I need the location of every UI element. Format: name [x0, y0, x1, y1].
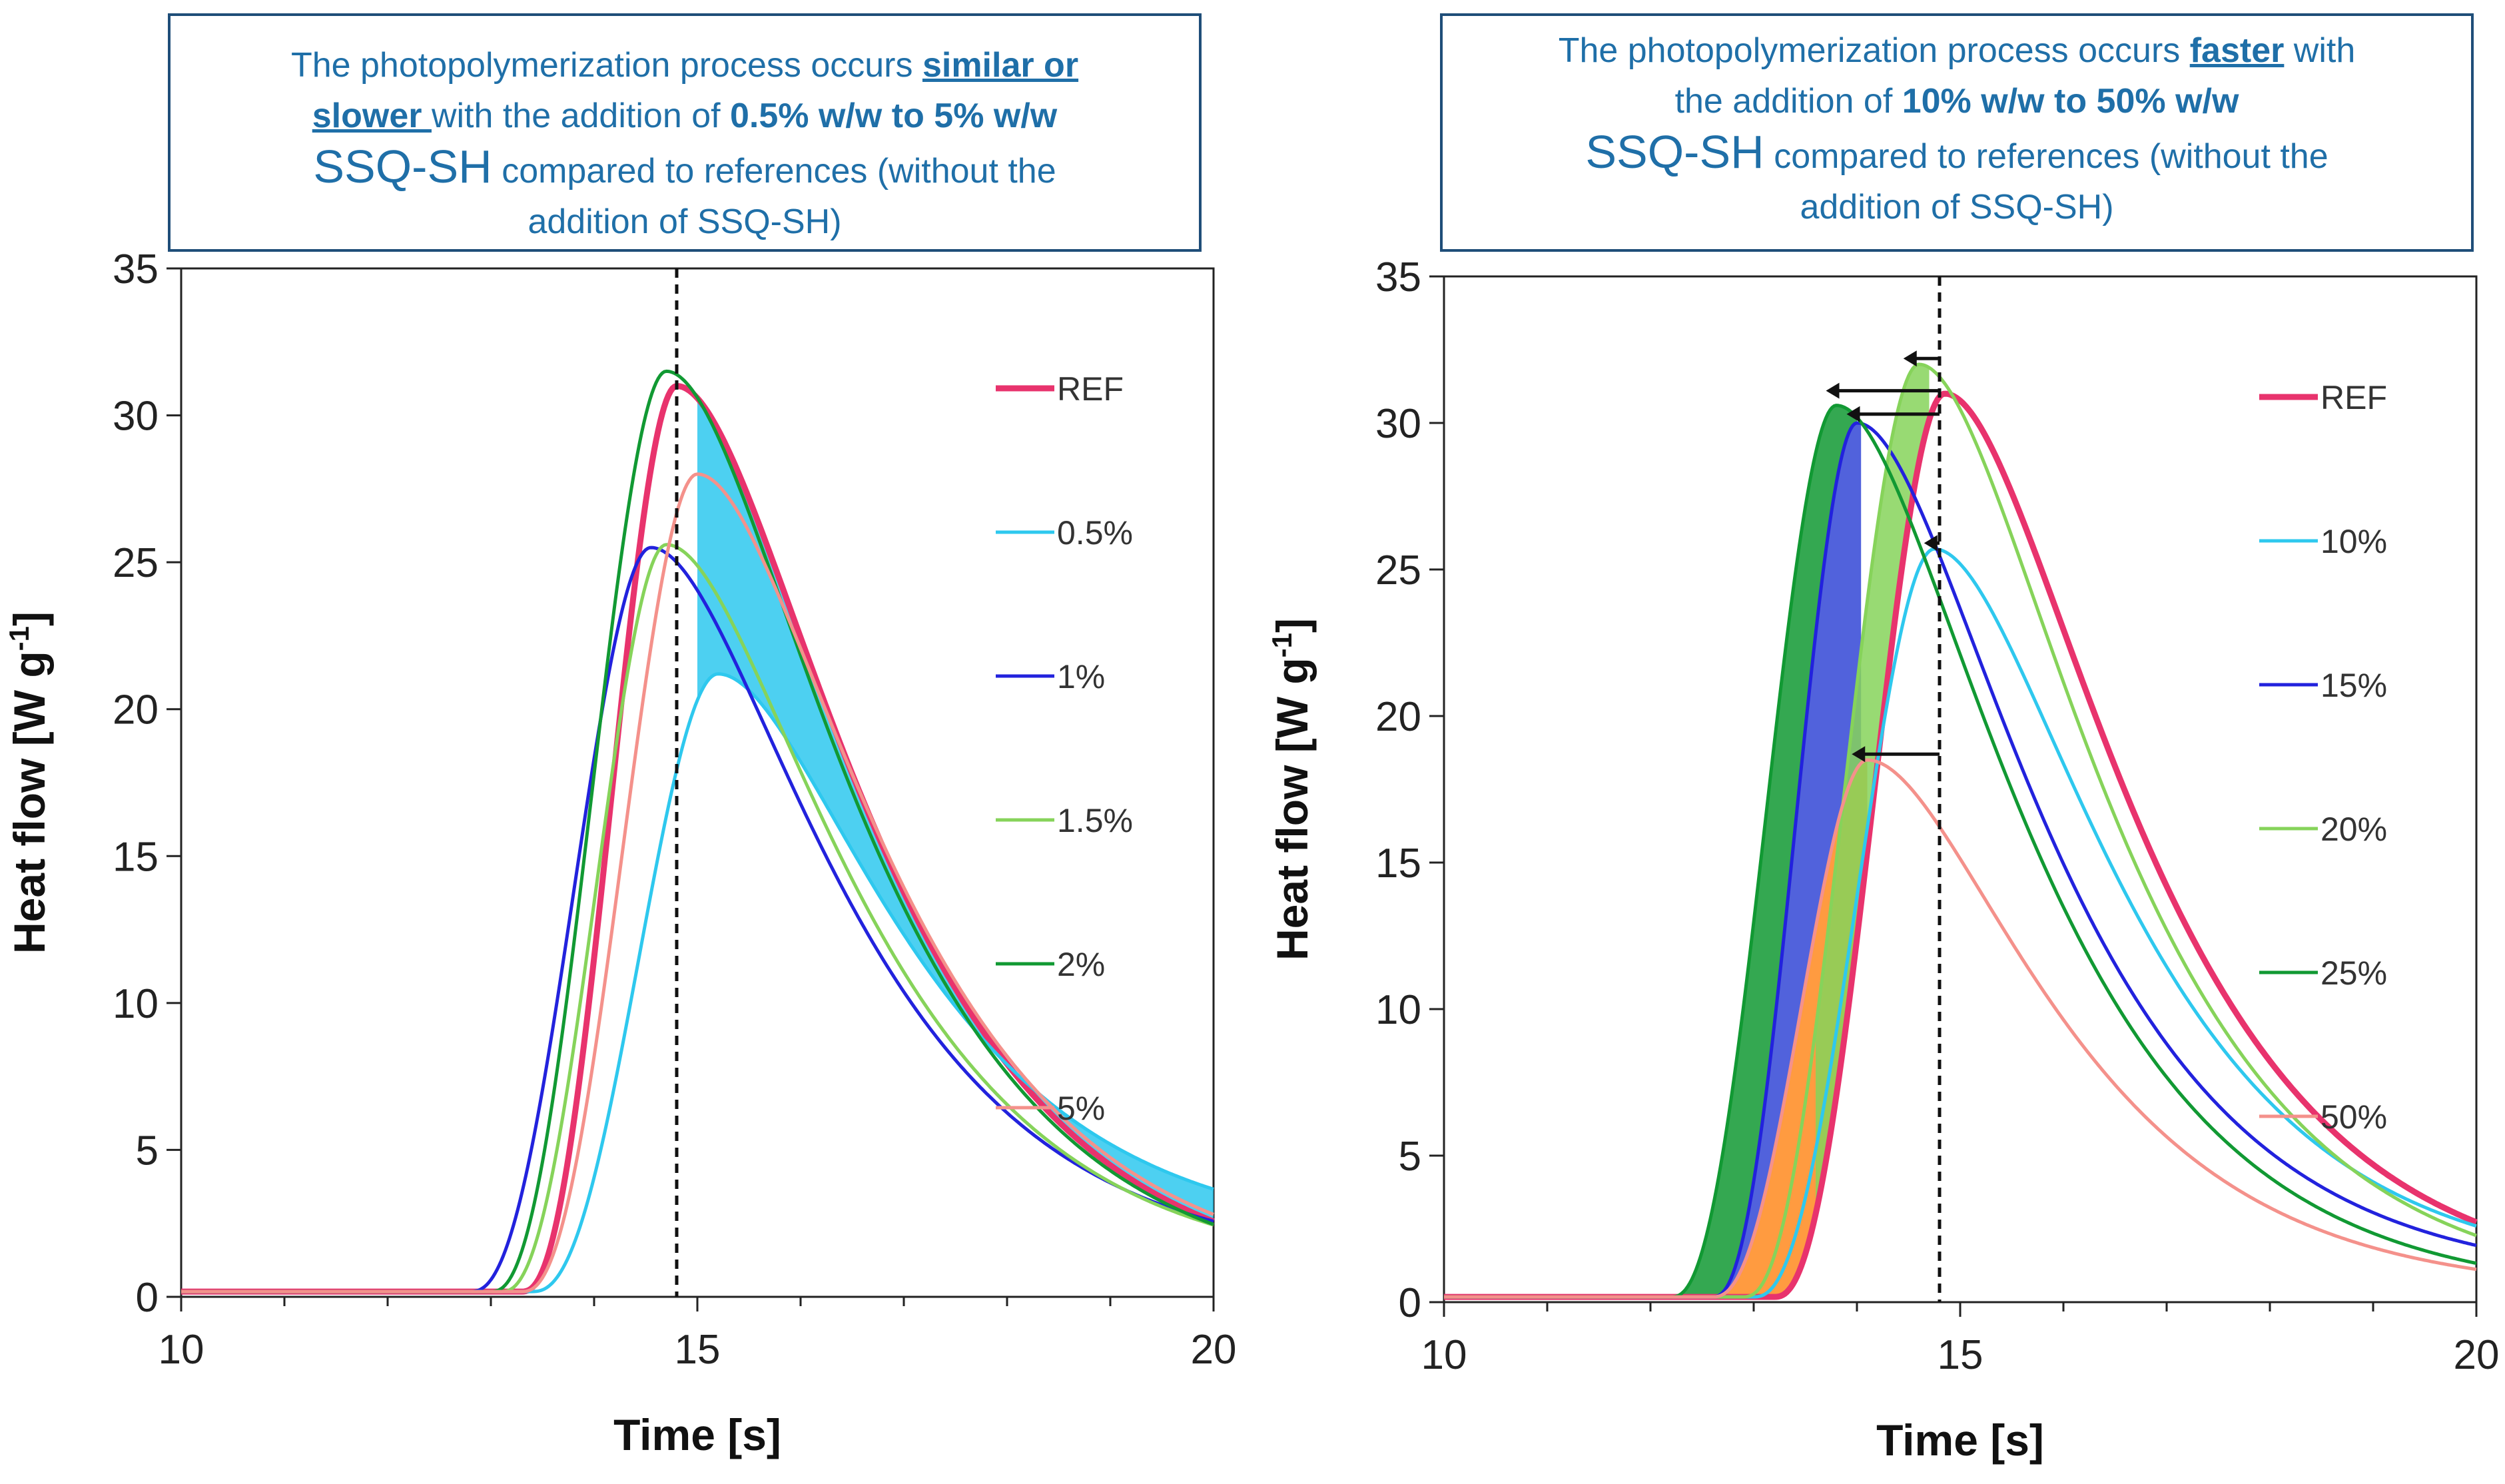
- legend-label-10pct: 10%: [2321, 523, 2387, 560]
- x-axis-title: Time [s]: [613, 1410, 781, 1459]
- callout-left-l2a: slower: [312, 97, 432, 135]
- shift-arrowhead-2: [1846, 406, 1860, 422]
- callout-right-l1b: faster: [2189, 31, 2285, 70]
- legend-label-1pct: 1%: [1057, 658, 1105, 695]
- y-axis-title: Heat flow [W g-1]: [1266, 618, 1317, 960]
- callout-left-l3a: SSQ-SH: [313, 141, 492, 192]
- callout-right: The photopolymerization process occurs f…: [1440, 13, 2474, 252]
- legend-label-ref: REF: [1057, 370, 1124, 408]
- y-tick-label-20: 20: [113, 687, 159, 733]
- y-tick-label-20: 20: [1375, 694, 1421, 740]
- y-tick-label-5: 5: [136, 1128, 159, 1174]
- x-axis-title: Time [s]: [1876, 1415, 2044, 1465]
- y-tick-label-35: 35: [113, 246, 159, 292]
- callout-left-l1a: The photopolymerization process occurs: [290, 46, 922, 85]
- legend-label-20pct: 20%: [2321, 811, 2387, 848]
- chart-left: 0 5 10 15 20 25 30 35 10 15 20 Time [s] Heat flow [W…: [3, 246, 1236, 1459]
- legend-label-15pct: 15%: [2321, 667, 2387, 704]
- callout-right-l3b: compared to references (without the: [1764, 137, 2328, 176]
- series-line-5pct: [181, 472, 1214, 1294]
- y-axis-title: Heat flow [W g-1]: [3, 611, 54, 954]
- series-line-10pct: [1444, 547, 2477, 1299]
- legend-label-1-5pct: 1.5%: [1057, 802, 1133, 839]
- callout-left-l3b: compared to references (without the: [492, 152, 1056, 190]
- shaded-band-1: [1712, 423, 1862, 1298]
- shift-arrowhead-0: [1903, 350, 1917, 367]
- shift-arrowhead-4: [1852, 746, 1866, 763]
- x-tick-label-20: 20: [2454, 1332, 2500, 1378]
- x-tick-label-10: 10: [1421, 1332, 1467, 1378]
- chart-right: 0 5 10 15 20 25 30 35 10 15 20 Time [s] Heat flow [W…: [1266, 254, 2499, 1465]
- x-tick-label-15: 15: [1938, 1332, 1983, 1378]
- shift-arrowhead-3: [1924, 535, 1938, 552]
- legend-label-ref: REF: [2321, 379, 2387, 416]
- callout-left-l2c: 0.5% w/w to 5% w/w: [730, 97, 1058, 135]
- callout-right-l3a: SSQ-SH: [1585, 126, 1764, 178]
- callout-left: The photopolymerization process occurs s…: [168, 13, 1202, 252]
- legend-label-0-5pct: 0.5%: [1057, 514, 1133, 552]
- y-tick-label-10: 10: [1375, 987, 1421, 1033]
- callout-right-l2a: the addition of: [1674, 82, 1902, 121]
- y-tick-label-15: 15: [1375, 841, 1421, 887]
- x-tick-label-15: 15: [675, 1327, 721, 1373]
- callout-right-l4: addition of SSQ-SH): [1800, 188, 2114, 226]
- y-tick-label-10: 10: [113, 981, 159, 1027]
- legend-label-2pct: 2%: [1057, 946, 1105, 983]
- y-tick-label-15: 15: [113, 834, 159, 880]
- callout-right-l2b: 10% w/w to 50% w/w: [1902, 82, 2239, 121]
- y-tick-label-35: 35: [1375, 254, 1421, 300]
- y-tick-label-30: 30: [1375, 401, 1421, 447]
- shift-arrowhead-1: [1826, 382, 1840, 399]
- callout-left-l2b: with the addition of: [431, 97, 731, 135]
- y-tick-label-25: 25: [1375, 548, 1421, 593]
- y-tick-label-30: 30: [113, 394, 159, 440]
- y-tick-label-5: 5: [1399, 1134, 1421, 1180]
- legend-label-5pct: 5%: [1057, 1090, 1105, 1127]
- x-tick-label-10: 10: [159, 1327, 204, 1373]
- callout-left-l4: addition of SSQ-SH): [528, 202, 842, 241]
- legend-label-25pct: 25%: [2321, 954, 2387, 992]
- callout-left-l1b: similar or: [922, 46, 1079, 85]
- shaded-band-0: [1671, 405, 1857, 1298]
- y-tick-label-0: 0: [1399, 1280, 1421, 1326]
- y-tick-label-25: 25: [113, 540, 159, 586]
- shaded-band-2: [1712, 760, 1868, 1298]
- callout-right-l1c: with: [2284, 31, 2356, 70]
- y-tick-label-0: 0: [136, 1275, 159, 1321]
- series-line-50pct: [1444, 758, 2477, 1299]
- shaded-band-0: [697, 398, 1214, 1222]
- x-tick-label-20: 20: [1191, 1327, 1237, 1373]
- legend-label-50pct: 50%: [2321, 1098, 2387, 1136]
- callout-right-l1a: The photopolymerization process occurs: [1558, 31, 2190, 70]
